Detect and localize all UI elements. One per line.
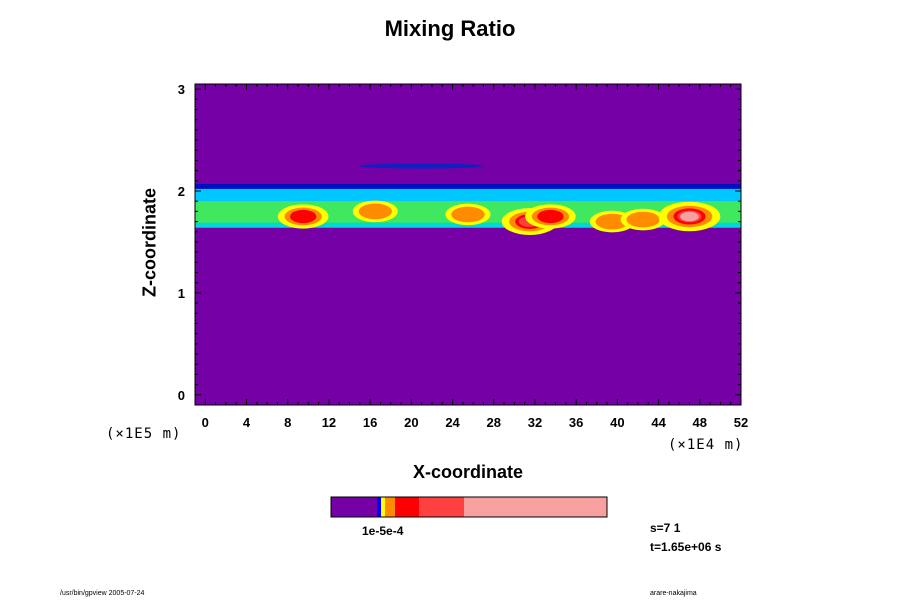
hotspot-7-pink [680,211,699,222]
y-tick-label-0: 0 [178,388,185,403]
colorbar-segment-5 [419,497,464,517]
hotspot-1-orange [358,203,392,220]
x-tick-label-48: 48 [693,415,707,430]
plot-background [195,84,741,405]
colorbar-segment-4 [395,497,419,517]
x-tick-label-8: 8 [284,415,291,430]
hotspot-6-orange [626,211,660,228]
colorbar-segment-3 [385,497,395,517]
x-tick-label-0: 0 [202,415,209,430]
x-tick-label-28: 28 [487,415,501,430]
footer-left: /usr/bin/gpview 2005-07-24 [60,590,145,597]
y-tick-label-2: 2 [178,184,185,199]
colorbar-label: 1e-5e-4 [362,524,404,538]
colorbar-segment-2 [381,497,385,517]
x-scale-note: (×1E4 m) [668,437,744,453]
y-scale-note: (×1E5 m) [106,426,182,442]
footer-right: arare-nakajima [650,590,697,597]
colorbar-segment-0 [331,497,377,517]
step-info: s=7 1 [650,521,681,535]
x-tick-label-16: 16 [363,415,377,430]
x-tick-label-40: 40 [610,415,624,430]
x-tick-label-44: 44 [651,415,666,430]
x-tick-label-36: 36 [569,415,583,430]
x-axis-label: X-coordinate [412,462,523,482]
x-tick-label-4: 4 [243,415,251,430]
x-tick-label-20: 20 [404,415,418,430]
x-tick-label-24: 24 [445,415,460,430]
plot-frame [194,83,742,406]
y-tick-label-1: 1 [178,286,185,301]
hotspot-0-red [289,209,317,224]
hotspot-2-orange [451,206,485,223]
colorbar-frame [330,496,608,518]
layer-cyan-band [195,188,741,204]
time-info: t=1.65e+06 s [650,540,722,554]
x-tick-label-32: 32 [528,415,542,430]
upper-faint-band [359,163,484,169]
hotspot-5-orange [595,213,629,230]
layer-top-edge [195,183,741,190]
chart-title: Mixing Ratio [384,16,516,41]
x-tick-label-12: 12 [322,415,336,430]
x-tick-label-52: 52 [734,415,748,430]
hotspot-4-red [537,209,564,224]
colorbar-segment-1 [377,497,381,517]
y-tick-label-3: 3 [178,82,185,97]
colorbar-segment-6 [464,497,607,517]
